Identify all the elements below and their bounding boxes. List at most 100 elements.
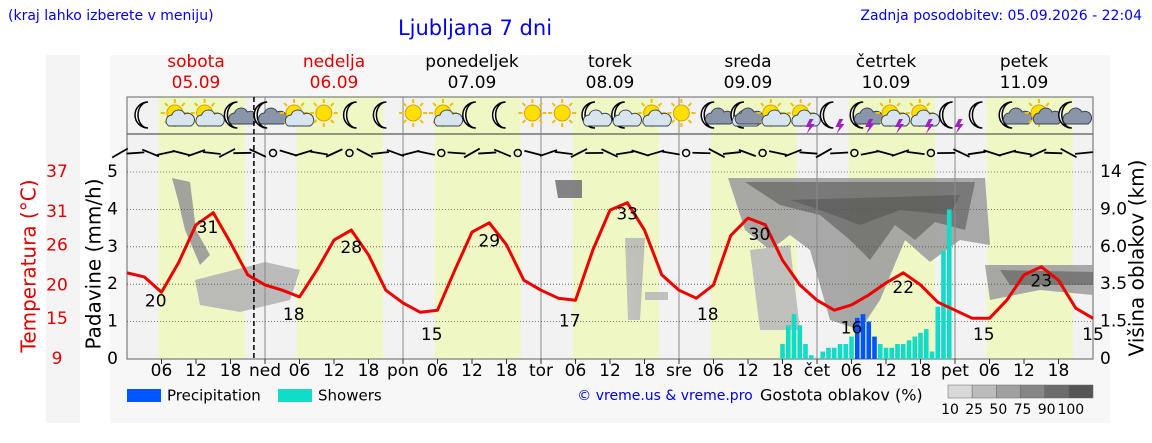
cloud-area [195,262,300,312]
cloud-tick-label: 90 [1038,402,1056,418]
sun-ray [210,102,216,107]
precip-bar [906,340,912,359]
sun-ray [521,119,527,124]
cloud-swatch [1020,384,1045,399]
wind-barb [279,149,298,157]
wind-barb [417,150,435,156]
day-date: 06.09 [310,73,359,93]
sun-ray [670,119,676,124]
cloud-tick-label: 50 [989,402,1007,418]
wind-calm [850,148,859,158]
wind-barb [615,150,634,156]
plot: sobota05.09nedelja06.09ponedeljek07.09to… [17,52,1149,418]
sun-ray [551,119,556,124]
wind-calm [681,148,691,158]
sun-ray [760,102,765,107]
weather-icon [342,101,357,129]
weather-icon [548,99,577,127]
cloud [880,109,911,127]
moon [849,101,864,129]
weather-icon [730,101,765,129]
moon [372,101,387,129]
moon [253,101,268,129]
sun-ray [551,102,556,107]
x-tick-label: 12 [461,361,483,381]
sun-ray [449,102,454,107]
temp-tick-label: 15 [46,309,68,329]
precip-bar [843,344,849,359]
moon [462,101,476,129]
wind-barb [952,148,971,158]
sun-ray [283,102,288,107]
x-tick-label: 18 [634,361,656,381]
note: (kraj lahko izberete v meniju) [8,8,214,24]
sun-ray [402,102,407,107]
cloud-swatch [971,384,997,399]
y2-tick-label: 6.0 [1100,237,1127,257]
temp-axis-panel [46,55,80,423]
y-tick-label: 5 [107,162,118,182]
wind-barb [967,150,986,156]
lightning [895,119,904,134]
cloud-tick-label: 25 [965,402,983,418]
weather-icon [399,99,428,127]
cloud [1062,107,1092,125]
wind-barb [202,151,221,155]
wind-barb [601,148,619,158]
lightning [835,119,845,134]
x-tick-label: 18 [1048,361,1070,381]
x-tick-label: 12 [599,361,621,381]
precip-bar [883,347,889,359]
sun [672,104,690,122]
weather-icon [998,101,1033,129]
day-date: 11.09 [1000,73,1049,93]
wind-calm [926,148,936,158]
chart-title: Ljubljana 7 dni [398,16,552,40]
precip-bar [889,347,895,359]
wind-barb [799,151,818,155]
temp-label: 17 [559,312,581,332]
x-tick-label: 12 [323,361,345,381]
day-name: nedelja [303,52,365,72]
x-tick-label: 06 [565,361,587,381]
weather-icon [1025,99,1063,127]
legend-swatch [127,389,161,402]
precip-bar [895,344,900,359]
lightning [865,119,875,134]
precip-bar [872,336,877,359]
update-time: Zadnja posodobitev: 05.09.2026 - 22:04 [860,8,1142,24]
sun [315,104,333,122]
day-date: 10.09 [862,73,911,93]
weather-icon [309,99,338,127]
cloud [612,109,642,127]
day-name: ponedeljek [425,52,519,72]
x-tick-label: sre [666,361,692,381]
temp-label: 23 [1030,272,1052,292]
moon [223,101,238,129]
y-tick-label: 0 [107,349,118,369]
wind-barb [111,147,129,159]
sun-ray [521,102,527,107]
temp-label: 31 [197,218,219,238]
weather-icon [372,101,387,129]
x-tick-label: 12 [1013,361,1035,381]
cloud-area [172,178,210,265]
sun-ray [687,119,693,124]
wind-barb [1044,151,1063,155]
y2-tick-label: 1.5 [1100,312,1127,332]
daylight [572,97,659,359]
temp-label: 15 [1082,325,1104,345]
sun-ray [896,102,901,107]
precip-bar [837,344,843,359]
weather-icon [938,101,964,134]
day-name: sobota [167,52,225,72]
temp-tick-label: 26 [46,235,68,255]
wind-barb [187,149,206,157]
weather-icon [700,101,735,129]
wind-barb [570,148,588,158]
wind-barb [141,148,160,158]
day-name: sreda [724,52,771,72]
weather-icon [968,101,983,129]
sun-ray [300,102,305,107]
